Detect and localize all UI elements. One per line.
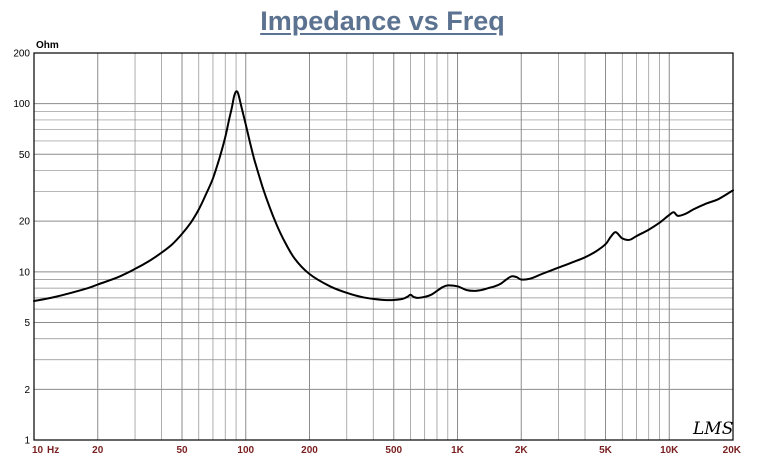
- x-tick-label: 10: [32, 445, 44, 456]
- x-tick-label: 1K: [451, 445, 465, 456]
- y-tick-label: 1: [24, 436, 30, 447]
- x-tick-label: 20K: [723, 445, 742, 456]
- x-tick-label: 20: [92, 445, 104, 456]
- x-axis-unit-label: Hz: [47, 445, 59, 456]
- impedance-curve: [33, 90, 734, 303]
- lms-watermark: LMS: [692, 419, 733, 439]
- y-tick-label: 5: [24, 318, 30, 329]
- chart-title: Impedance vs Freq: [260, 6, 505, 36]
- y-tick-label: 2: [24, 385, 30, 396]
- y-tick-label: 200: [13, 49, 30, 60]
- tick-labels: 1 2 5 10 20 50 100 200 10 20 50 100 200 500 1K 2K 5K 10K 2…: [13, 49, 741, 457]
- plot-frame: [33, 52, 734, 441]
- x-tick-label: 50: [176, 445, 188, 456]
- grid: [34, 53, 733, 440]
- x-tick-label: 2K: [515, 445, 529, 456]
- x-tick-label: 200: [301, 445, 318, 456]
- y-tick-label: 10: [19, 267, 31, 278]
- x-tick-label: 500: [385, 445, 402, 456]
- x-tick-label: 5K: [599, 445, 613, 456]
- y-tick-label: 100: [13, 99, 30, 110]
- y-axis-unit-label: Ohm: [36, 40, 59, 51]
- y-tick-label: 50: [19, 150, 31, 161]
- y-tick-label: 20: [19, 217, 31, 228]
- x-tick-label: 10K: [660, 445, 679, 456]
- x-tick-label: 100: [237, 445, 254, 456]
